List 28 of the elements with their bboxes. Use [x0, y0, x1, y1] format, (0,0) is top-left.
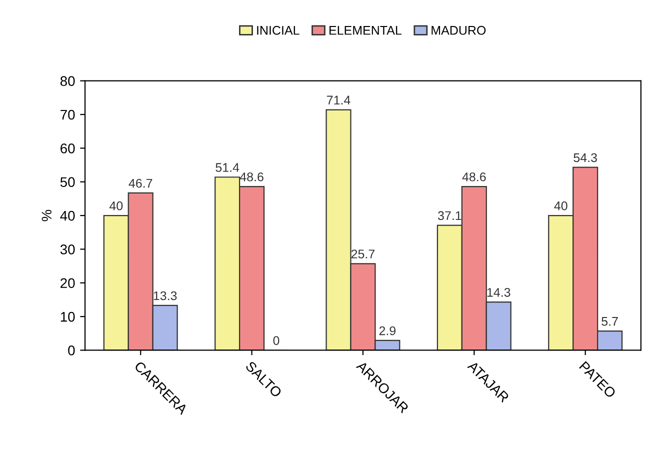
data-label: 40 [109, 201, 123, 210]
legend-label: ELEMENTAL [330, 26, 402, 35]
y-tick-label: 80 [60, 76, 75, 86]
y-tick-label: 60 [60, 144, 75, 154]
data-label: 48.6 [240, 172, 264, 182]
data-label: 5.7 [602, 317, 618, 326]
data-label: 14.3 [487, 288, 510, 297]
data-label: 71.4 [326, 96, 350, 104]
y-tick-label: 50 [60, 177, 75, 188]
y-tick-label: 0 [68, 346, 75, 356]
data-label: 54.3 [574, 153, 597, 162]
legend-label: MADURO [432, 26, 486, 35]
data-label: 13.3 [154, 291, 177, 300]
legend-label: INICIAL [257, 26, 300, 35]
y-tick-label: 20 [60, 278, 75, 288]
y-tick-label: 10 [60, 312, 75, 322]
data-label: 25.7 [351, 250, 375, 258]
data-label: 40 [554, 201, 568, 210]
y-axis-title: % [42, 210, 52, 222]
data-label: 37.1 [438, 211, 462, 220]
y-tick-label: 30 [60, 244, 75, 254]
data-label: 2.9 [379, 326, 396, 336]
y-tick-label: 40 [60, 210, 75, 221]
data-label: 48.6 [462, 172, 486, 182]
data-label: 0 [273, 336, 280, 345]
data-label: 46.7 [128, 178, 152, 188]
data-label: 51.4 [216, 163, 240, 172]
y-tick-label: 70 [60, 110, 75, 120]
